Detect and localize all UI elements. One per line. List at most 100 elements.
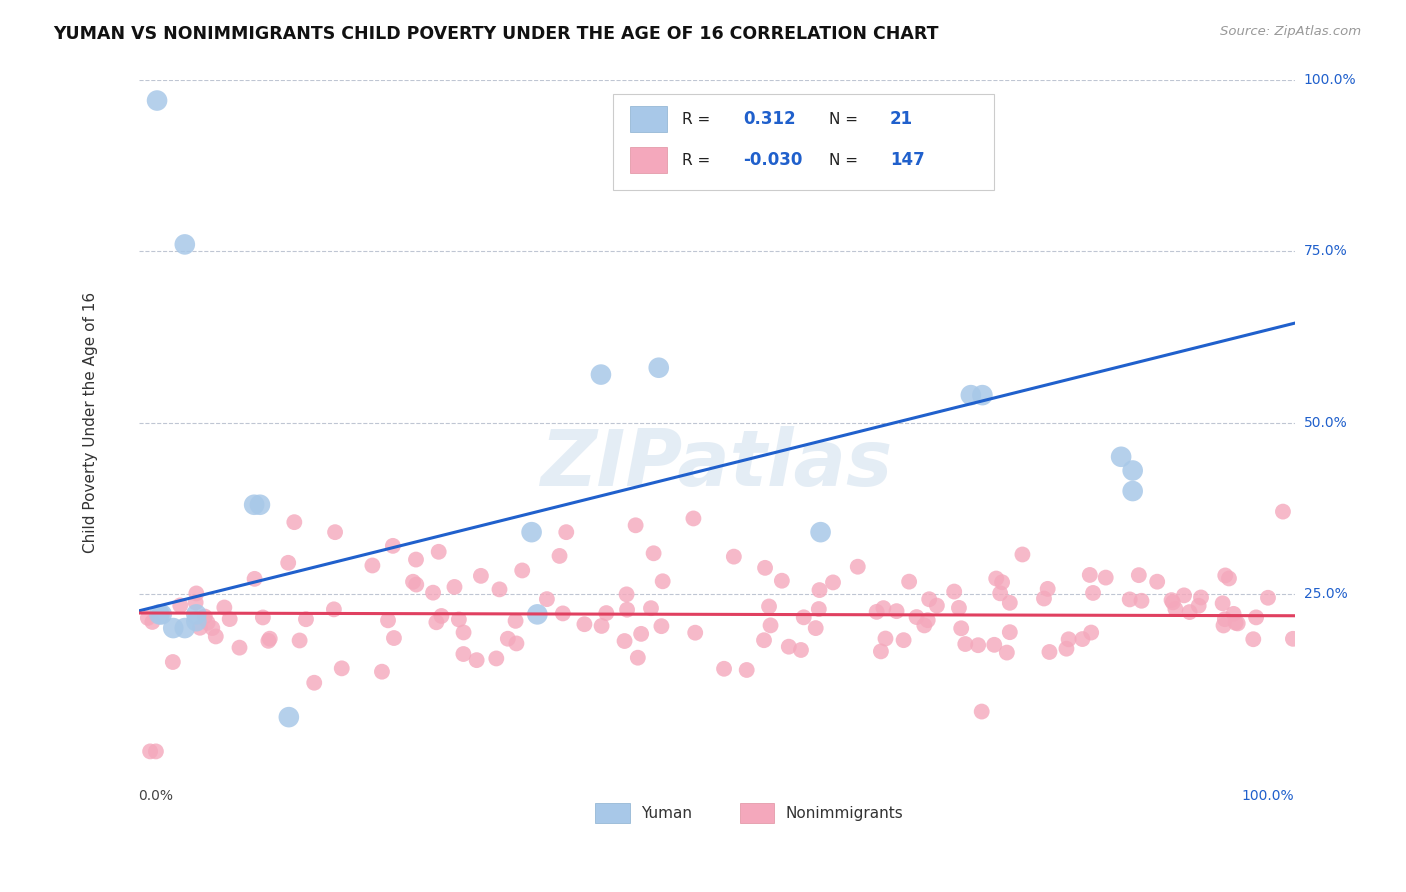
Text: R =: R = bbox=[682, 153, 710, 168]
Point bbox=[453, 647, 475, 661]
Point bbox=[465, 653, 488, 667]
Point bbox=[998, 625, 1021, 640]
Point bbox=[402, 574, 425, 589]
Point bbox=[872, 601, 894, 615]
Text: 100.0%: 100.0% bbox=[1303, 73, 1357, 87]
Point bbox=[520, 525, 543, 540]
Point bbox=[948, 600, 970, 615]
Text: R =: R = bbox=[682, 112, 710, 127]
Point bbox=[1160, 593, 1182, 607]
Point bbox=[259, 632, 281, 646]
Point bbox=[630, 627, 652, 641]
Point bbox=[536, 592, 558, 607]
Point bbox=[425, 615, 447, 630]
Point bbox=[1011, 548, 1033, 562]
Point bbox=[807, 602, 830, 616]
Point bbox=[648, 360, 671, 375]
Point bbox=[1122, 484, 1144, 499]
Point bbox=[960, 388, 983, 402]
Point bbox=[422, 585, 444, 599]
Point bbox=[146, 94, 169, 108]
Point bbox=[1119, 592, 1142, 607]
Point bbox=[998, 596, 1021, 610]
Text: -0.030: -0.030 bbox=[744, 151, 803, 169]
Point bbox=[1038, 645, 1060, 659]
Point bbox=[893, 633, 915, 648]
Text: Source: ZipAtlas.com: Source: ZipAtlas.com bbox=[1220, 25, 1361, 38]
Point bbox=[846, 559, 869, 574]
Point bbox=[912, 618, 935, 632]
Point bbox=[283, 515, 305, 529]
Point bbox=[624, 518, 647, 533]
Point bbox=[643, 546, 665, 560]
Point bbox=[1213, 568, 1236, 582]
Bar bbox=[595, 803, 630, 823]
Point bbox=[228, 640, 250, 655]
Point bbox=[991, 575, 1014, 590]
Text: N =: N = bbox=[828, 153, 858, 168]
Point bbox=[382, 631, 405, 645]
Point bbox=[651, 574, 673, 589]
Point bbox=[925, 599, 948, 613]
Point bbox=[682, 511, 704, 525]
Point bbox=[943, 584, 966, 599]
Text: 75.0%: 75.0% bbox=[1303, 244, 1347, 259]
Point bbox=[551, 607, 574, 621]
Text: Nonimmigrants: Nonimmigrants bbox=[786, 805, 904, 821]
Point bbox=[243, 498, 266, 512]
Point bbox=[443, 580, 465, 594]
Point bbox=[322, 602, 344, 616]
Text: 100.0%: 100.0% bbox=[1241, 789, 1295, 803]
Point bbox=[616, 587, 638, 601]
Point bbox=[613, 634, 636, 648]
Point bbox=[377, 613, 399, 627]
Point bbox=[1128, 568, 1150, 582]
Point bbox=[218, 612, 240, 626]
Point bbox=[627, 650, 650, 665]
Point bbox=[427, 545, 450, 559]
Point bbox=[184, 595, 207, 609]
Point bbox=[1241, 632, 1264, 647]
Point bbox=[793, 610, 815, 624]
Point bbox=[1146, 574, 1168, 589]
Point bbox=[1173, 588, 1195, 602]
Point bbox=[505, 636, 527, 650]
Point bbox=[1212, 596, 1234, 610]
Point bbox=[1094, 571, 1116, 585]
Point bbox=[778, 640, 800, 654]
Point bbox=[201, 621, 224, 635]
Point bbox=[145, 744, 167, 758]
Point bbox=[723, 549, 745, 564]
Text: 50.0%: 50.0% bbox=[1303, 416, 1347, 430]
Point bbox=[754, 561, 776, 575]
Point bbox=[950, 621, 973, 635]
Text: 0.312: 0.312 bbox=[744, 110, 796, 128]
Point bbox=[1178, 605, 1201, 619]
Point bbox=[555, 525, 578, 540]
Text: ZIPatlas: ZIPatlas bbox=[540, 425, 893, 501]
Point bbox=[252, 610, 274, 624]
Text: 21: 21 bbox=[890, 110, 912, 128]
Point bbox=[496, 632, 519, 646]
Point bbox=[713, 662, 735, 676]
Point bbox=[526, 607, 548, 622]
Point bbox=[917, 613, 939, 627]
Point bbox=[595, 606, 617, 620]
Point bbox=[148, 607, 170, 622]
Point bbox=[150, 607, 173, 622]
Point bbox=[1218, 571, 1240, 585]
Text: YUMAN VS NONIMMIGRANTS CHILD POVERTY UNDER THE AGE OF 16 CORRELATION CHART: YUMAN VS NONIMMIGRANTS CHILD POVERTY UND… bbox=[53, 25, 939, 43]
Point bbox=[589, 368, 612, 382]
Point bbox=[197, 615, 219, 630]
Point bbox=[194, 609, 217, 624]
Point bbox=[790, 643, 813, 657]
Text: 147: 147 bbox=[890, 151, 925, 169]
Point bbox=[173, 237, 195, 252]
Point bbox=[141, 615, 163, 629]
Point bbox=[821, 575, 844, 590]
Point bbox=[1054, 641, 1077, 656]
Point bbox=[188, 621, 211, 635]
Point bbox=[1071, 632, 1094, 646]
Point bbox=[162, 655, 184, 669]
Point bbox=[447, 612, 470, 626]
